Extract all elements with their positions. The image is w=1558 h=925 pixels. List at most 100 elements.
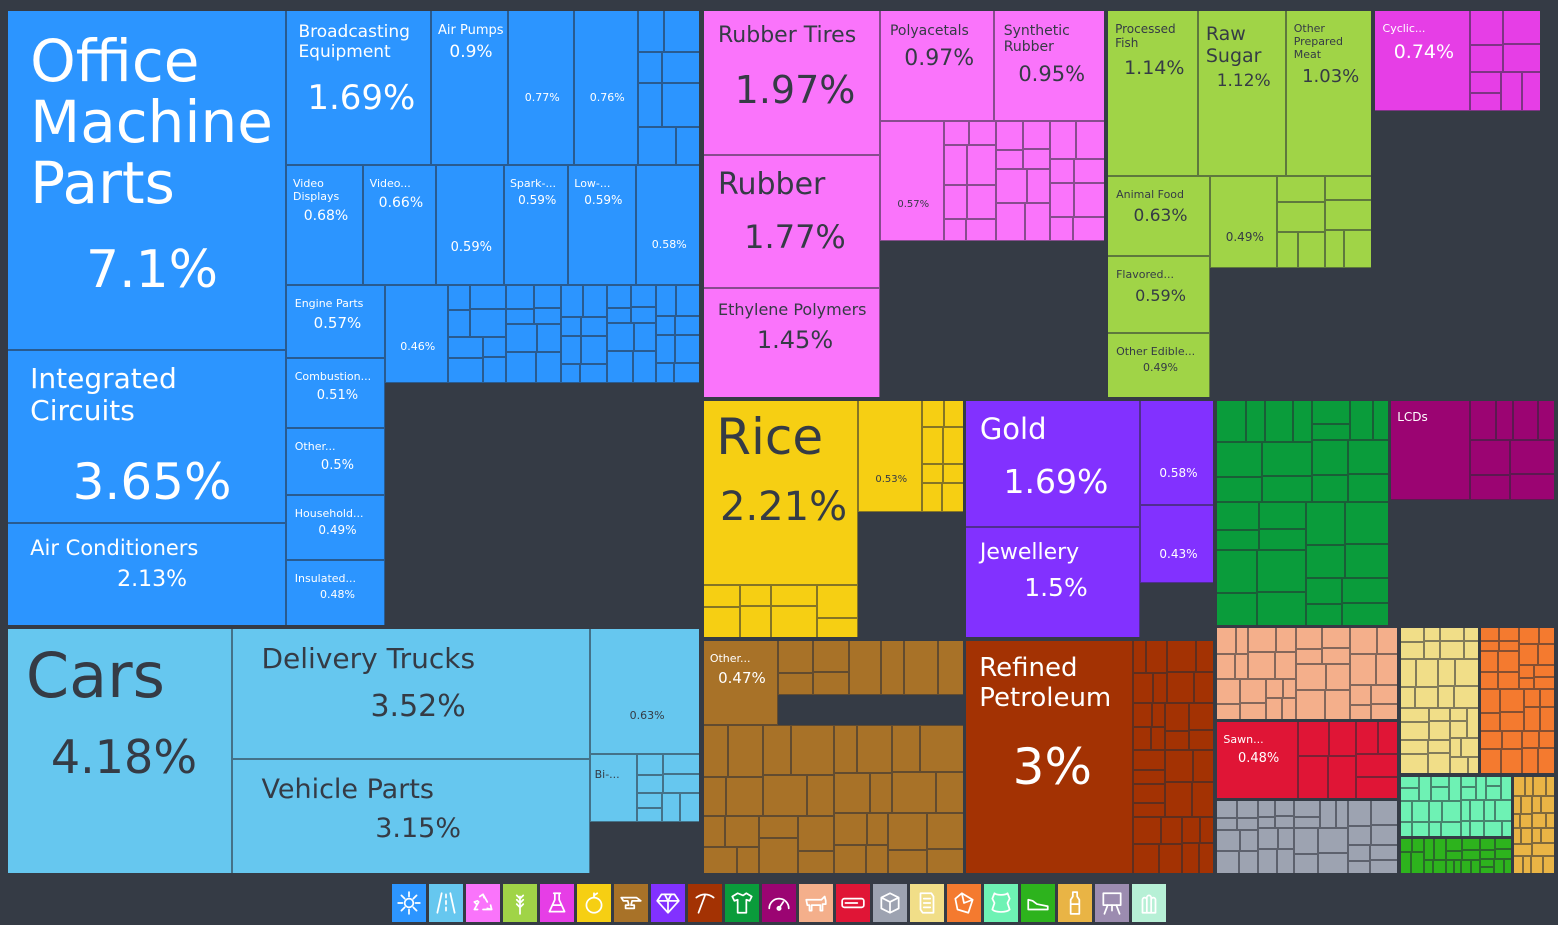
air-pumps-tile[interactable]: Air Pumps 0.9%	[431, 10, 508, 165]
machines-item-tile[interactable]: 0.76%	[574, 10, 638, 165]
tile-label: Rubber	[718, 167, 826, 202]
metals-minor-tile	[791, 725, 834, 775]
machines-item-tile[interactable]: 0.46%	[385, 285, 448, 383]
machines-item-tile[interactable]: 0.58%	[636, 165, 700, 285]
miscellaneous-tile	[1541, 828, 1555, 843]
raw-sugar-tile[interactable]: Raw Sugar 1.12%	[1198, 10, 1286, 176]
mineral-products-minor-tile	[1133, 640, 1146, 673]
textiles-tile	[1265, 400, 1293, 442]
hide-icon[interactable]	[984, 883, 1018, 922]
jewellery-tile[interactable]: Jewellery 1.5%	[965, 527, 1140, 638]
low-tile[interactable]: Low-... 0.59%	[568, 165, 636, 285]
machines-item-tile[interactable]: 0.59%	[436, 165, 504, 285]
mineral-products-minor-tile	[1200, 817, 1214, 843]
mineral-products-minor-tile	[1165, 750, 1193, 782]
vehicle-parts-tile[interactable]: Vehicle Parts 3.15%	[232, 759, 590, 874]
transportation-item-tile[interactable]: 0.63%	[590, 628, 700, 754]
metals-minor-tile	[888, 813, 927, 850]
ethylene-polymers-tile[interactable]: Ethylene Polymers 1.45%	[703, 288, 880, 398]
textiles-tile	[1259, 529, 1306, 550]
refined-petroleum-tile[interactable]: Refined Petroleum 3%	[965, 640, 1133, 874]
easel-icon[interactable]	[1095, 883, 1129, 922]
gold-tile[interactable]: Gold 1.69%	[965, 400, 1140, 527]
weapons-misc-tile	[1480, 627, 1499, 641]
machines-minor-tile	[580, 364, 607, 383]
animal-hides-tile	[1322, 648, 1350, 664]
other-tile[interactable]: Other... 0.5%	[286, 428, 385, 495]
video-tile[interactable]: Video... 0.66%	[363, 165, 436, 285]
textiles-tile	[1345, 502, 1390, 544]
vegetable-products-item-tile[interactable]: 0.53%	[858, 400, 922, 512]
diamond-icon[interactable]	[651, 883, 685, 922]
gear-icon[interactable]	[392, 883, 426, 922]
scroll-icon[interactable]	[910, 883, 944, 922]
wheat-icon[interactable]	[503, 883, 537, 922]
anvil-icon[interactable]	[614, 883, 648, 922]
paper-goods-tile	[1415, 687, 1438, 708]
bullets-icon[interactable]	[1132, 883, 1166, 922]
rubber-tile[interactable]: Rubber 1.77%	[703, 155, 880, 288]
lcds-tile[interactable]: LCDs	[1390, 400, 1470, 500]
recycle-icon[interactable]	[466, 883, 500, 922]
metals-minor-tile	[703, 847, 737, 874]
textiles-tile	[1345, 544, 1390, 578]
paper-goods-tile	[1464, 627, 1480, 641]
animal-products-tile	[1495, 800, 1513, 821]
shoe-icon[interactable]	[1021, 883, 1055, 922]
polyacetals-tile[interactable]: Polyacetals 0.97%	[880, 10, 994, 121]
spark-tile[interactable]: Spark-... 0.59%	[504, 165, 568, 285]
metals-minor-tile	[834, 813, 867, 845]
integrated-circuits-tile[interactable]: Integrated Circuits 3.65%	[7, 350, 286, 523]
shield-icon[interactable]	[947, 883, 981, 922]
rubber-tires-tile[interactable]: Rubber Tires 1.97%	[703, 10, 880, 155]
textiles-tile	[1246, 400, 1265, 442]
weapons-misc-tile	[1539, 627, 1555, 644]
box-icon[interactable]	[873, 883, 907, 922]
cyclic-tile[interactable]: Cyclic... 0.74%	[1374, 10, 1470, 111]
paper-goods-tile	[1400, 627, 1424, 642]
plastics-and-rubbers-minor-tile	[1050, 159, 1074, 183]
footwear-and-headwear-tile	[1412, 838, 1424, 852]
other-prepared-meat-tile[interactable]: Other Prepared Meat 1.03%	[1286, 10, 1372, 176]
flavored-tile[interactable]: Flavored... 0.59%	[1107, 256, 1210, 333]
shirt-icon[interactable]	[725, 883, 759, 922]
foodstuffs-item-tile[interactable]: 0.49%	[1210, 176, 1277, 268]
broadcasting-equipment-tile[interactable]: Broadcasting Equipment 1.69%	[286, 10, 431, 165]
flask-icon[interactable]	[540, 883, 574, 922]
saw-icon[interactable]	[836, 883, 870, 922]
other-tile[interactable]: Other... 0.47%	[703, 640, 778, 725]
plastics-and-rubbers-item-tile[interactable]: 0.57%	[880, 121, 944, 241]
rice-tile[interactable]: Rice 2.21%	[703, 400, 858, 585]
precious-metals-item-tile[interactable]: 0.58%	[1140, 400, 1214, 505]
engine-parts-tile[interactable]: Engine Parts 0.57%	[286, 285, 385, 358]
fruit-icon[interactable]	[577, 883, 611, 922]
synthetic-rubber-tile[interactable]: Synthetic Rubber 0.95%	[994, 10, 1105, 121]
processed-fish-tile[interactable]: Processed Fish 1.14%	[1107, 10, 1198, 176]
gauge-icon[interactable]	[762, 883, 796, 922]
machines-item-tile[interactable]: 0.77%	[508, 10, 574, 165]
air-conditioners-tile[interactable]: Air Conditioners 2.13%	[7, 523, 286, 626]
machines-minor-tile	[675, 316, 700, 335]
plastics-and-rubbers-minor-tile	[944, 219, 966, 241]
bottle-icon[interactable]	[1058, 883, 1092, 922]
animal-food-tile[interactable]: Animal Food 0.63%	[1107, 176, 1210, 256]
combustion-tile[interactable]: Combustion... 0.51%	[286, 358, 385, 428]
machines-minor-tile	[656, 335, 675, 363]
delivery-trucks-tile[interactable]: Delivery Trucks 3.52%	[232, 628, 590, 759]
cars-tile[interactable]: Cars 4.18%	[7, 628, 232, 874]
sawn-tile[interactable]: Sawn... 0.48%	[1216, 721, 1298, 800]
pickaxe-icon[interactable]	[688, 883, 722, 922]
mineral-products-minor-tile	[1192, 782, 1214, 817]
tile-percentage: 1.03%	[1302, 65, 1360, 87]
road-icon[interactable]	[429, 883, 463, 922]
video-displays-tile[interactable]: Video Displays 0.68%	[286, 165, 363, 285]
precious-metals-item-tile[interactable]: 0.43%	[1140, 505, 1214, 583]
animal-icon[interactable]	[799, 883, 833, 922]
insulated-tile[interactable]: Insulated... 0.48%	[286, 560, 385, 626]
office-machine-parts-tile[interactable]: Office Machine Parts 7.1%	[7, 10, 286, 350]
mineral-products-minor-tile	[1133, 770, 1165, 784]
bi-tile[interactable]: Bi-...	[590, 754, 637, 822]
other-edible-tile[interactable]: Other Edible... 0.49%	[1107, 333, 1210, 398]
household-tile[interactable]: Household... 0.49%	[286, 495, 385, 560]
animal-products-tile	[1419, 776, 1431, 801]
